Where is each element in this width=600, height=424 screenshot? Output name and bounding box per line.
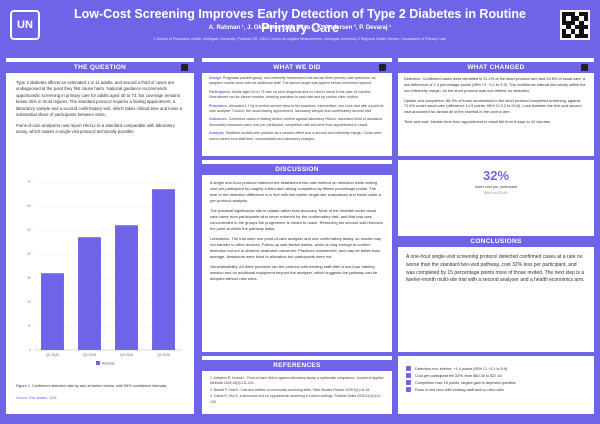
bullet-square-icon [406, 387, 411, 392]
bullet-square-icon [406, 373, 411, 378]
figure-source: Source: Trial dataset, 2026 [16, 396, 57, 400]
reference-item: 3. Carlini R, Hsu E. A structured tool f… [210, 394, 382, 404]
method-item-text: Pragmatic parallel-group, non-inferiorit… [209, 76, 376, 86]
detection-bar-chart: 0 10 20 30 40 50 60 70 Q1 2026 Q2 2026 Q3 2026 Q4 2… [27, 180, 182, 366]
y-tick-label: 30 [27, 276, 31, 280]
author-list: A. Rahman ¹, J. Okonkwo ², M. Silva ¹, K… [208, 25, 392, 31]
discussion-panel: DISCUSSION A single one-hour protocol ma… [202, 160, 392, 352]
keypoints-list: Detection non-inferior: +1.4 points (95%… [406, 366, 586, 394]
method-item: Design. Pragmatic parallel-group, non-in… [209, 76, 385, 87]
what-changed-panel: WHAT CHANGED Detection. Confirmed cases … [398, 58, 594, 156]
y-tick-label: 40 [27, 252, 31, 256]
method-item: Participants. Adults aged 40 to 74 with … [209, 90, 385, 101]
method-item: Outcomes. Confirmed cases of fasting and… [209, 117, 385, 128]
left-column: THE QUESTION Type 2 diabetes affects an … [6, 58, 194, 414]
section-heading-did: WHAT WE DID [202, 62, 392, 73]
results-text: Detection. Confirmed cases were identifi… [404, 76, 586, 125]
question-text: Type 2 diabetes affects an estimated 1 i… [16, 80, 182, 135]
method-item: Procedure. Allocated 1:1 by a central se… [209, 104, 385, 115]
conclusions-panel: 32% lower cost per participant $50.5 vs … [398, 160, 594, 352]
y-tick-label: 0 [29, 348, 31, 352]
x-tick-label: Q2 2026 [83, 353, 96, 357]
x-tick-label: Q1 2026 [46, 353, 59, 357]
section-heading-changed: WHAT CHANGED [398, 62, 594, 73]
stat-sub: $50.5 vs $74.60 [484, 191, 508, 195]
reference-item: 1. Adeyemi R, Nowak L. Point-of-care HbA… [210, 376, 384, 386]
method-item-text: Stratified models with practice as a ran… [209, 131, 382, 141]
references-panel: REFERENCES 1. Adeyemi R, Nowak L. Point-… [202, 356, 392, 414]
clipboard-icon [379, 64, 386, 71]
figure-caption: Figure 1. Confirmed detection rate by ar… [16, 384, 168, 388]
stat-value: 32% [482, 168, 510, 183]
trend-icon [581, 64, 588, 71]
keypoint-item: Cost per participant fell 32%, from $60.… [406, 373, 586, 378]
bullet-square-icon [406, 380, 411, 385]
qr-code-icon [560, 10, 590, 40]
chart-bar [41, 273, 64, 350]
bullet-square-icon [406, 366, 411, 371]
method-item: Analysis. Stratified models with practic… [209, 131, 385, 142]
chart-bar [152, 189, 175, 350]
poster-header: UN Low-Cost Screening Improves Early Det… [0, 0, 600, 54]
section-heading-question: THE QUESTION [6, 62, 194, 73]
university-logo: UN [10, 10, 40, 40]
method-item-text: Allocated 1:1 by a central service blind… [209, 103, 385, 113]
key-stat: 32% lower cost per participant $50.5 vs … [398, 168, 594, 195]
y-tick-label: 60 [27, 204, 31, 208]
reference-list: 1. Adeyemi R, Nowak L. Point-of-care HbA… [210, 376, 384, 406]
legend-label: Remote [102, 362, 115, 366]
target-icon [181, 64, 188, 71]
keypoints-panel: Detection non-inferior: +1.4 points (95%… [398, 356, 594, 414]
keypoint-item: Detection non-inferior: +1.4 points (95%… [406, 366, 586, 371]
method-item-key: Analysis. [209, 131, 226, 136]
method-item-key: Procedure. [209, 103, 229, 108]
discussion-text: A single one-hour protocol matched the e… [210, 180, 383, 281]
section-heading-references: REFERENCES [202, 360, 392, 371]
keypoint-item: Runs in one hour with existing staff and… [406, 387, 586, 392]
legend-swatch [96, 361, 100, 365]
conclusions-text: A one-hour single-visit screening protoc… [406, 254, 585, 284]
chart-bar [115, 225, 138, 350]
method-item-text: Adults aged 40 to 74 with no prior diagn… [209, 89, 372, 100]
affiliations: 1 School of Population Health, Northgate… [153, 37, 447, 41]
method-item-key: Outcomes. [209, 117, 229, 122]
method-item-key: Participants. [209, 89, 232, 94]
stat-label: lower cost per participant [474, 185, 518, 189]
reference-item: 2. Brandt P, Osei K. Cost and attrition … [210, 387, 371, 392]
keypoint-item: Completion rose 15 points, largest gain … [406, 380, 586, 385]
y-tick-label: 20 [27, 300, 31, 304]
what-we-did-panel: WHAT WE DID Design. Pragmatic parallel-g… [202, 58, 392, 156]
section-heading-discussion: DISCUSSION [202, 164, 392, 175]
x-tick-label: Q4 2026 [157, 353, 170, 357]
methods-list: Design. Pragmatic parallel-group, non-in… [209, 76, 385, 145]
y-tick-label: 50 [27, 228, 31, 232]
y-tick-label: 10 [27, 324, 31, 328]
poster-title: Low-Cost Screening Improves Early Detect… [74, 7, 526, 35]
method-item-key: Design. [209, 76, 223, 80]
y-tick-label: 70 [27, 180, 31, 184]
section-heading-conclusions: CONCLUSIONS [398, 236, 594, 247]
x-tick-label: Q3 2026 [120, 353, 133, 357]
chart-bar [78, 237, 101, 350]
method-item-text: Confirmed cases of fasting and/or verifi… [209, 117, 384, 127]
